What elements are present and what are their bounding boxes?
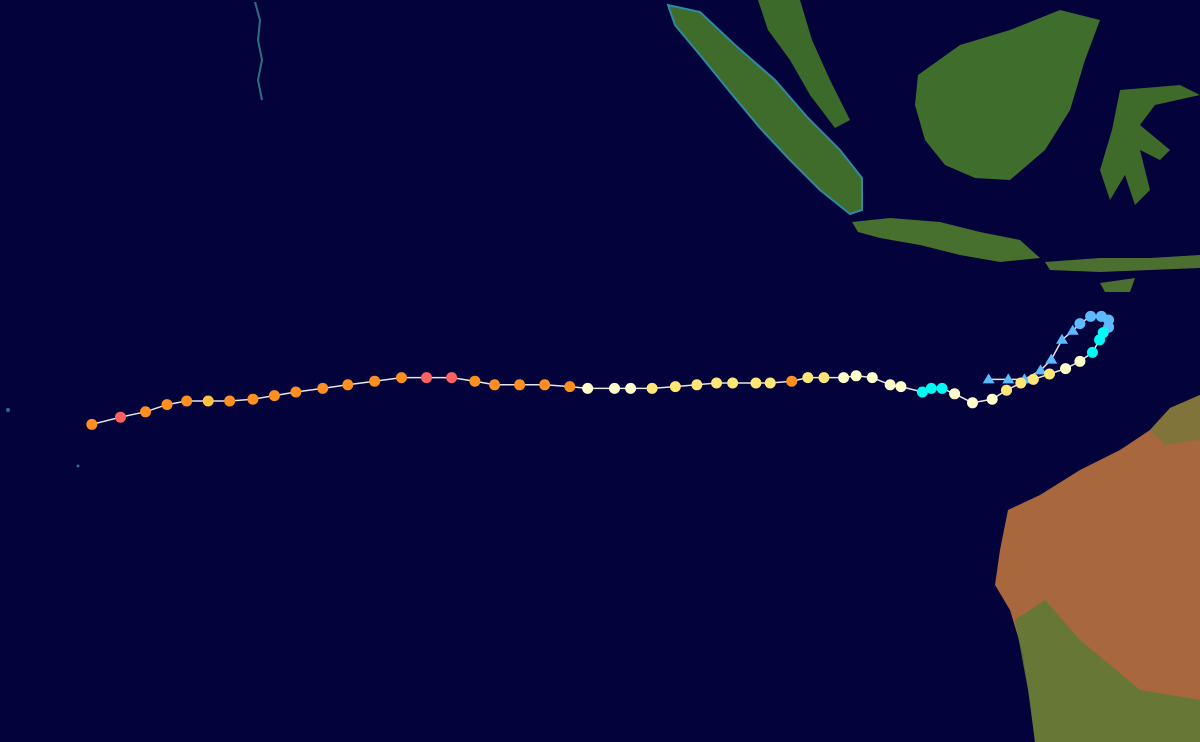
track-point-c2 bbox=[1043, 368, 1055, 380]
track-point-c2 bbox=[711, 377, 723, 389]
track-point-c2 bbox=[802, 372, 814, 384]
track-point-c1 bbox=[1074, 355, 1086, 367]
track-point-low bbox=[1056, 333, 1069, 344]
land-maldives bbox=[254, 1, 264, 101]
track-point-c2 bbox=[727, 377, 739, 389]
track-point-ts bbox=[925, 382, 937, 394]
track-point-c1 bbox=[895, 381, 907, 393]
land-java bbox=[852, 218, 1040, 262]
land-small-island bbox=[76, 464, 80, 468]
track-point-c3_orange bbox=[290, 386, 302, 398]
track-point-c1 bbox=[949, 388, 961, 400]
track-point-c1 bbox=[850, 370, 862, 382]
land-sumatra bbox=[666, 3, 863, 216]
track-point-c2 bbox=[750, 377, 762, 389]
track-point-c2 bbox=[646, 382, 658, 394]
land-malay-peninsula bbox=[758, 0, 850, 128]
track-point-ts bbox=[1094, 334, 1106, 346]
track-point-c4 bbox=[421, 372, 433, 384]
track-point-c4 bbox=[446, 372, 458, 384]
track-point-c2 bbox=[764, 377, 776, 389]
track-point-ts bbox=[936, 382, 948, 394]
land-australia-southwest-vegetation bbox=[1015, 600, 1200, 742]
track-point-c1 bbox=[609, 382, 621, 394]
track-point-c3 bbox=[202, 395, 214, 407]
track-point-c3_orange bbox=[564, 381, 576, 393]
land-australia-north-vegetation bbox=[1150, 395, 1200, 445]
track-point-c1 bbox=[625, 382, 637, 394]
track-point-c3_orange bbox=[514, 379, 526, 391]
track-point-c2 bbox=[1015, 377, 1027, 389]
track-line bbox=[91, 315, 1110, 426]
land-borneo bbox=[915, 10, 1100, 180]
track-point-low bbox=[1034, 364, 1047, 375]
track-point-ts bbox=[916, 386, 928, 398]
track-point-c2 bbox=[818, 372, 830, 384]
track-point-c3_orange bbox=[369, 375, 381, 387]
track-point-low bbox=[1002, 373, 1015, 384]
track-point-low bbox=[1045, 353, 1058, 364]
track-point-ts bbox=[1086, 346, 1098, 358]
track-point-c3_orange bbox=[181, 395, 193, 407]
track-point-c2 bbox=[669, 381, 681, 393]
track-point-c3_orange bbox=[342, 379, 354, 391]
track-point-c1 bbox=[582, 382, 594, 394]
track-point-td bbox=[1074, 318, 1086, 330]
track-point-c3_orange bbox=[224, 395, 236, 407]
track-point-c3_orange bbox=[489, 379, 501, 391]
track-point-c3_orange bbox=[396, 372, 407, 384]
track-point-c1 bbox=[884, 379, 896, 391]
track-point-c3_orange bbox=[161, 399, 173, 411]
track-point-c3_orange bbox=[247, 393, 259, 405]
track-point-c3_orange bbox=[469, 375, 481, 387]
track-point-c4 bbox=[114, 411, 126, 423]
track-point-c1 bbox=[1060, 363, 1072, 375]
land-small-island bbox=[6, 408, 10, 412]
land-lesser-sunda bbox=[1045, 255, 1200, 272]
track-point-c3_orange bbox=[539, 379, 551, 391]
track-point-c2 bbox=[1027, 373, 1039, 385]
track-point-c3_orange bbox=[140, 406, 152, 418]
land-sulawesi bbox=[1100, 85, 1200, 205]
track-point-td bbox=[1085, 310, 1097, 322]
track-point-c2 bbox=[691, 379, 703, 391]
track-point-c3_orange bbox=[786, 375, 798, 387]
track-point-c3_orange bbox=[86, 418, 98, 430]
track-point-c3_orange bbox=[268, 390, 280, 402]
track-point-low bbox=[982, 373, 995, 384]
land-timor bbox=[1100, 278, 1135, 292]
track-point-low bbox=[1066, 324, 1079, 335]
track-point-c2 bbox=[1001, 384, 1013, 396]
track-point-c1 bbox=[986, 393, 998, 405]
track-point-c1 bbox=[866, 372, 878, 384]
track-point-c3_orange bbox=[317, 382, 329, 394]
track-point-c1 bbox=[967, 397, 979, 409]
track-point-c1 bbox=[838, 372, 850, 384]
